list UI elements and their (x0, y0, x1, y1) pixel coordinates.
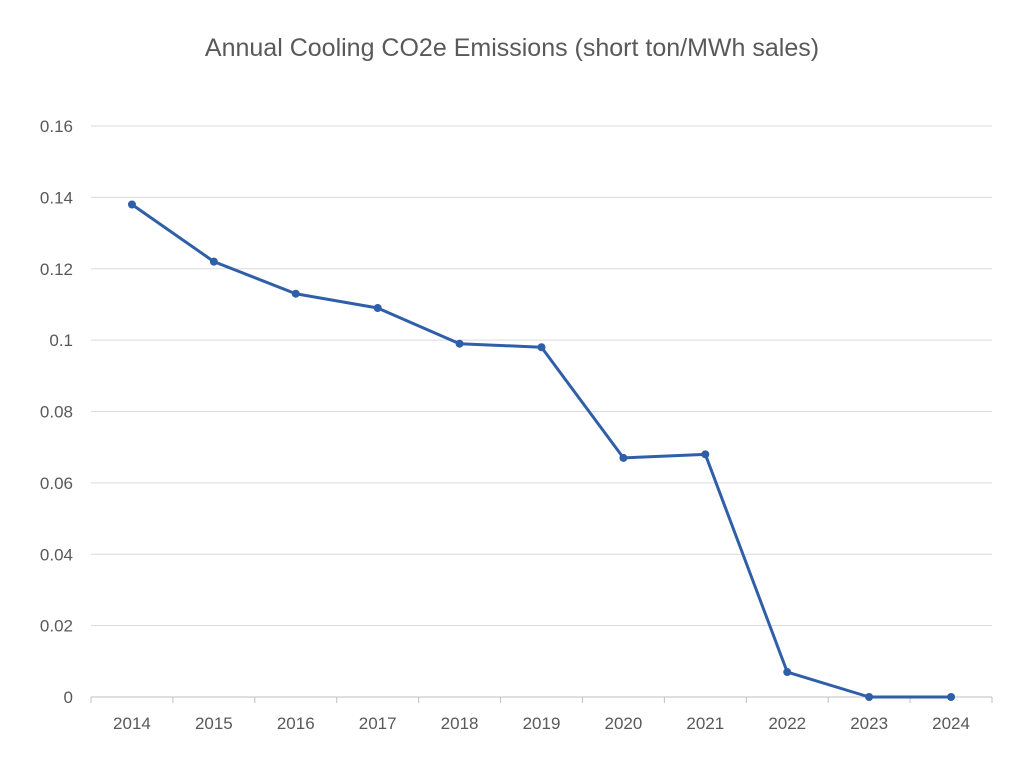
data-point (127, 200, 136, 209)
x-tick-label: 2014 (113, 714, 151, 733)
data-point (537, 343, 546, 352)
y-tick-label: 0.14 (40, 188, 73, 207)
x-tick-label: 2024 (932, 714, 970, 733)
data-point (701, 450, 710, 459)
y-tick-label: 0.06 (40, 474, 73, 493)
data-point (209, 257, 218, 266)
y-tick-label: 0.12 (40, 260, 73, 279)
data-point (783, 668, 792, 677)
x-tick-label: 2020 (604, 714, 642, 733)
y-tick-label: 0.02 (40, 617, 73, 636)
x-tick-label: 2023 (850, 714, 888, 733)
x-tick-label: 2018 (441, 714, 479, 733)
x-tick-label: 2019 (523, 714, 561, 733)
data-point (291, 289, 300, 298)
y-tick-label: 0.16 (40, 117, 73, 136)
y-tick-label: 0 (64, 688, 73, 707)
y-tick-label: 0.1 (49, 331, 73, 350)
data-point (455, 339, 464, 348)
series-line (130, 203, 953, 699)
x-tick-label: 2016 (277, 714, 315, 733)
data-point (619, 453, 628, 462)
y-tick-label: 0.08 (40, 403, 73, 422)
data-point (865, 693, 874, 701)
data-point (947, 693, 956, 701)
x-tick-label: 2015 (195, 714, 233, 733)
x-tick-label: 2017 (359, 714, 397, 733)
x-axis-tick-labels: 2014 2015 2016 2017 2018 2019 2020 2021 2022 2023… (113, 714, 970, 733)
y-tick-label: 0.04 (40, 545, 73, 564)
data-point (373, 304, 382, 313)
chart-title: Annual Cooling CO2e Emissions (short ton… (204, 34, 820, 62)
x-axis (90, 696, 993, 703)
y-axis-tick-labels: 0 0.02 0.04 0.06 0.08 0.1 0.12 0.14 0.16 (40, 117, 73, 707)
series-group (127, 200, 956, 701)
gridlines (91, 125, 992, 627)
x-tick-label: 2022 (768, 714, 806, 733)
x-tick-label: 2021 (686, 714, 724, 733)
